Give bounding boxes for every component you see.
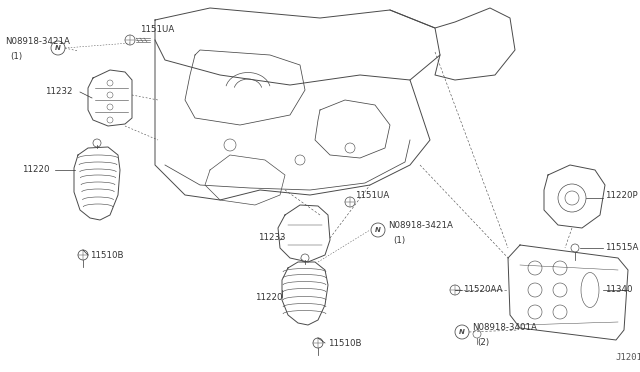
Text: 11220P: 11220P: [605, 190, 637, 199]
Text: 11510B: 11510B: [328, 339, 362, 347]
Text: 1151UA: 1151UA: [355, 192, 389, 201]
Text: N08918-3421A: N08918-3421A: [388, 221, 453, 230]
Text: 11220: 11220: [22, 166, 49, 174]
Text: J1201F7: J1201F7: [615, 353, 640, 362]
Text: 1151UA: 1151UA: [140, 26, 174, 35]
Text: 11232: 11232: [45, 87, 72, 96]
Text: 11520AA: 11520AA: [463, 285, 502, 295]
Text: 11515A: 11515A: [605, 244, 638, 253]
Text: 11510B: 11510B: [90, 250, 124, 260]
Text: (1): (1): [393, 235, 405, 244]
Text: 11220: 11220: [255, 292, 282, 301]
Text: (2): (2): [477, 337, 489, 346]
Text: N08918-3421A: N08918-3421A: [5, 38, 70, 46]
Text: 11340: 11340: [605, 285, 632, 295]
Text: N08918-3401A: N08918-3401A: [472, 323, 537, 331]
Text: 11233: 11233: [258, 234, 285, 243]
Text: N: N: [375, 227, 381, 233]
Text: (1): (1): [10, 51, 22, 61]
Text: N: N: [55, 45, 61, 51]
Text: N: N: [459, 329, 465, 335]
